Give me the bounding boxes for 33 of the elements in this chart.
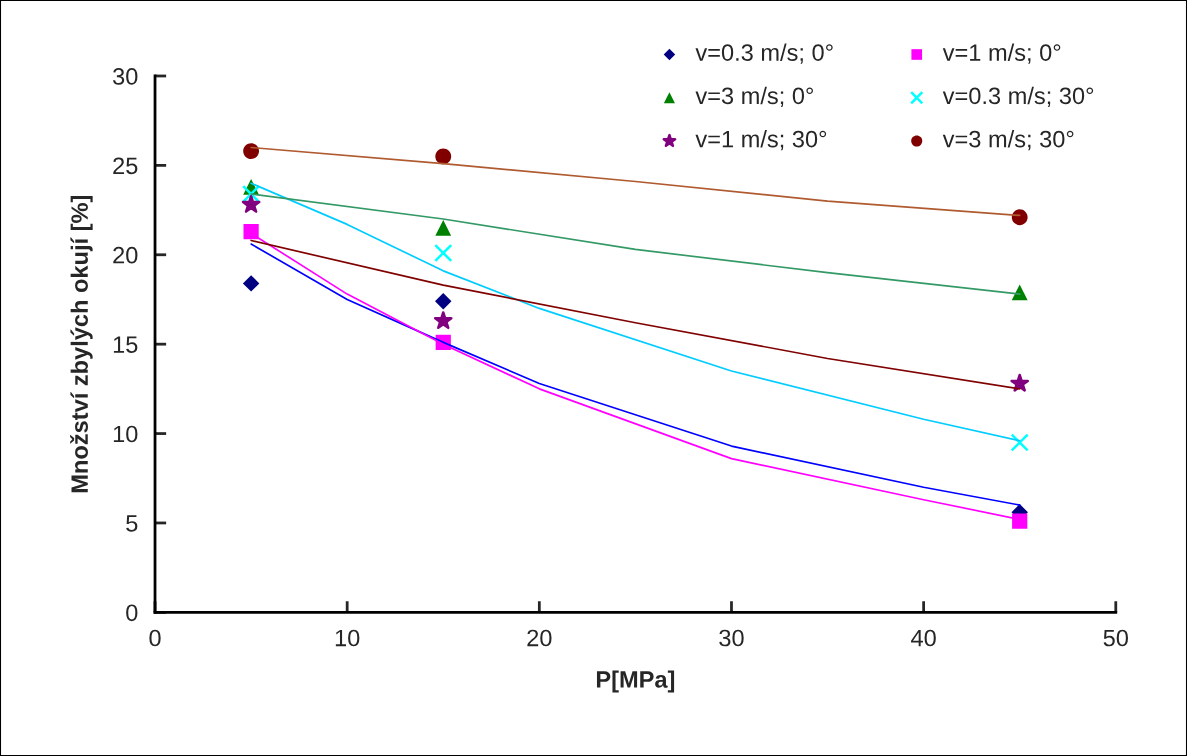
y-tick-label: 25: [113, 157, 138, 175]
legend-label: v=0.3 m/s; 30°: [942, 86, 1094, 107]
x-axis-title: P[MPa]: [596, 670, 675, 693]
x-tick-label: 20: [527, 629, 552, 647]
point: [1010, 373, 1030, 392]
x-tick-label: 0: [149, 629, 161, 647]
point: [435, 148, 452, 165]
point: [243, 223, 259, 240]
y-tick-label: 5: [126, 515, 138, 532]
legend-label: v=0.3 m/s; 0°: [695, 43, 833, 64]
point: [1010, 433, 1029, 452]
legend-label: v=3 m/s; 30°: [942, 130, 1074, 151]
legend-label: v=3 m/s; 0°: [695, 86, 813, 107]
y-tick-label: 15: [113, 336, 138, 353]
x-tick-label: 50: [1103, 629, 1128, 647]
y-tick-label: 10: [113, 425, 138, 443]
point: [1012, 513, 1028, 529]
point: [434, 243, 453, 263]
y-tick-label: 0: [126, 604, 138, 622]
x-tick-label: 30: [719, 629, 744, 647]
x-tick-label: 40: [911, 629, 936, 647]
point: [242, 275, 260, 292]
x-tick-label: 10: [335, 629, 360, 647]
y-axis-title: Množství zbylých okují [%]: [70, 195, 93, 493]
point: [435, 220, 452, 236]
legend-label: v=1 m/s; 30°: [695, 130, 827, 151]
point: [435, 293, 452, 310]
point: [243, 143, 260, 159]
y-tick-label: 30: [113, 68, 138, 85]
legend-label: v=1 m/s; 0°: [942, 43, 1061, 64]
point: [241, 194, 261, 213]
y-tick-label: 20: [113, 246, 138, 264]
point: [433, 311, 453, 330]
